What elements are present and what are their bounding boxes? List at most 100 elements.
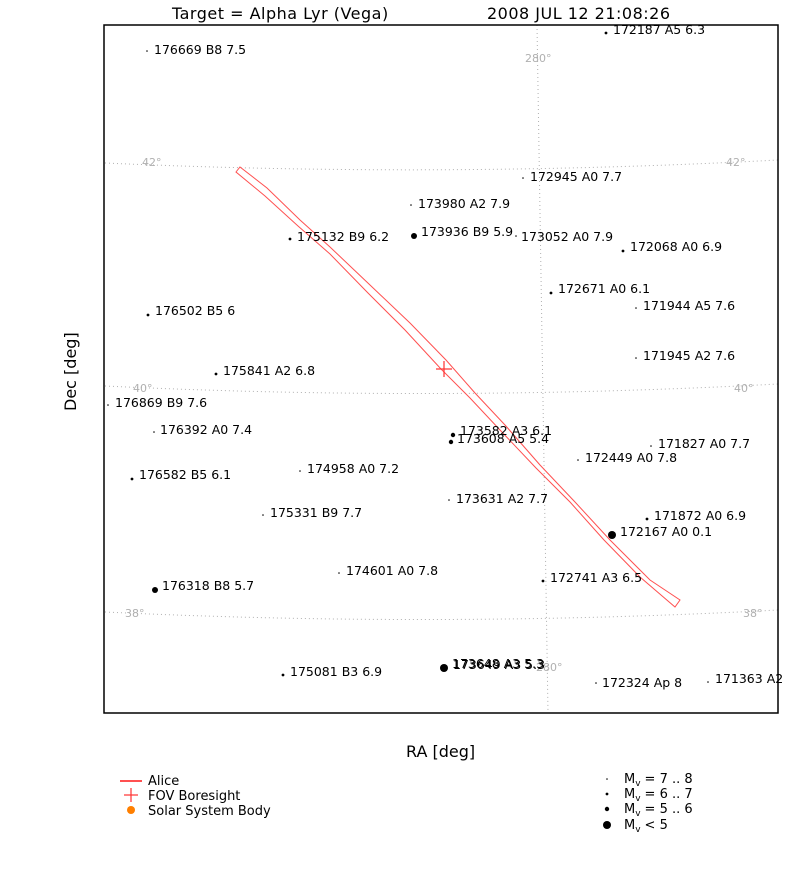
star-dot bbox=[410, 204, 412, 206]
star-dot bbox=[621, 249, 625, 253]
star-172324: 172324 Ap 8 bbox=[595, 675, 682, 690]
mag-symbol: M bbox=[624, 772, 635, 787]
star-171872: 171872 A0 6.9 bbox=[645, 508, 746, 523]
mag-symbol: M bbox=[624, 787, 635, 802]
star-173648: 173648 A3 5.3 bbox=[440, 656, 544, 672]
star-label: 173649 A3 5.3 bbox=[453, 657, 545, 672]
mag-lt-5-label: Mv < 5 bbox=[624, 818, 668, 835]
star-172945: 172945 A0 7.7 bbox=[522, 169, 622, 184]
star-dot bbox=[635, 357, 637, 359]
star-label: 176669 B8 7.5 bbox=[154, 42, 246, 57]
star-label: 171363 A2 bbox=[715, 671, 783, 686]
star-label: 173980 A2 7.9 bbox=[418, 196, 510, 211]
star-label: 173582 A3 6.1 bbox=[460, 423, 552, 438]
star-label: 172068 A0 6.9 bbox=[630, 239, 722, 254]
star-173631: 173631 A2 7.7 bbox=[448, 491, 548, 506]
mag-lt-5-dot bbox=[603, 821, 611, 829]
star-175081: 175081 B3 6.9 bbox=[281, 664, 382, 679]
star-label: 173052 A0 7.9 bbox=[521, 229, 613, 244]
star-label: 176869 B9 7.6 bbox=[115, 395, 207, 410]
stars: 176669 B8 7.5 172187 A5 6.3 172945 A0 7.… bbox=[107, 22, 783, 690]
star-label: 172671 A0 6.1 bbox=[558, 281, 650, 296]
star-label: 175841 A2 6.8 bbox=[223, 363, 315, 378]
dec-label-40-right: 40° bbox=[734, 382, 754, 395]
star-label: 171872 A0 6.9 bbox=[654, 508, 746, 523]
star-label: 171945 A2 7.6 bbox=[643, 348, 735, 363]
star-176869: 176869 B9 7.6 bbox=[107, 395, 207, 410]
star-174958: 174958 A0 7.2 bbox=[299, 461, 399, 476]
star-dot bbox=[153, 431, 155, 433]
star-dot bbox=[595, 682, 597, 684]
star-dot bbox=[262, 514, 264, 516]
star-176318: 176318 B8 5.7 bbox=[152, 578, 254, 593]
star-dot bbox=[541, 579, 545, 583]
ra-label-top: 280° bbox=[525, 52, 552, 65]
star-173936: 173936 B9 5.9 bbox=[411, 224, 513, 239]
star-label: 175331 B9 7.7 bbox=[270, 505, 362, 520]
star-label: 176582 B5 6.1 bbox=[139, 467, 231, 482]
mag-7-8-dot bbox=[606, 778, 608, 780]
star-dot bbox=[107, 404, 109, 406]
chart-datetime: 2008 JUL 12 21:08:26 bbox=[487, 4, 671, 23]
star-dot bbox=[411, 233, 417, 239]
star-label: 172741 A3 6.5 bbox=[550, 570, 642, 585]
star-dot bbox=[707, 681, 709, 683]
star-label: 173608 A5 5.4 bbox=[457, 431, 549, 446]
star-dot bbox=[152, 587, 158, 593]
star-173980: 173980 A2 7.9 bbox=[410, 196, 510, 211]
star-dot bbox=[448, 439, 454, 445]
star-label: 173648 A3 5.3 bbox=[452, 656, 544, 671]
dec-label-42-left: 42° bbox=[142, 156, 162, 169]
x-axis-label: RA [deg] bbox=[406, 742, 475, 761]
chart-target-title: Target = Alpha Lyr (Vega) bbox=[171, 4, 389, 23]
star-171827: 171827 A0 7.7 bbox=[650, 436, 750, 451]
star-dot bbox=[440, 664, 448, 672]
star-dot bbox=[288, 237, 292, 241]
star-dot bbox=[338, 572, 340, 574]
legend-left: Alice FOV Boresight Solar System Body bbox=[120, 774, 271, 819]
star-172449: 172449 A0 7.8 bbox=[577, 450, 677, 465]
dec-label-38-right: 38° bbox=[743, 607, 763, 620]
star-dot bbox=[515, 235, 517, 237]
ra-280-gridline bbox=[536, 24, 549, 714]
mag-sub: v bbox=[635, 794, 641, 804]
star-label: 172449 A0 7.8 bbox=[585, 450, 677, 465]
star-label: 176502 B5 6 bbox=[155, 303, 235, 318]
fov-legend-swatch bbox=[124, 788, 138, 802]
star-dot bbox=[577, 459, 579, 461]
mag-6-7-dot bbox=[605, 792, 609, 796]
star-dot bbox=[299, 470, 301, 472]
mag-sub: v bbox=[635, 825, 641, 835]
star-dot bbox=[146, 50, 148, 52]
star-label: 174958 A0 7.2 bbox=[307, 461, 399, 476]
star-172167: 172167 A0 0.1 bbox=[608, 524, 712, 539]
star-dot bbox=[450, 432, 456, 438]
dec-40-gridline bbox=[104, 383, 779, 395]
mag-6-7-label: Mv = 6 .. 7 bbox=[624, 787, 693, 804]
mag-range: < 5 bbox=[645, 818, 668, 833]
star-172671: 172671 A0 6.1 bbox=[549, 281, 650, 296]
star-dot bbox=[146, 313, 150, 317]
mag-range: = 7 .. 8 bbox=[645, 772, 693, 787]
star-173582: 173582 A3 6.1 bbox=[450, 423, 552, 438]
star-175132: 175132 B9 6.2 bbox=[288, 229, 389, 244]
star-dot bbox=[448, 499, 450, 501]
dec-38-gridline bbox=[104, 609, 779, 621]
star-172741: 172741 A3 6.5 bbox=[541, 570, 642, 585]
dec-42-gridline bbox=[104, 159, 779, 171]
dec-label-38-left: 38° bbox=[125, 607, 145, 620]
star-label: 172324 Ap 8 bbox=[602, 675, 682, 690]
fov-boresight-marker bbox=[436, 361, 452, 377]
star-173052: 173052 A0 7.9 bbox=[515, 229, 613, 244]
grid-labels: 280° 280° 42° 42° 40° 40° 38° 38° bbox=[125, 52, 763, 674]
star-172068: 172068 A0 6.9 bbox=[621, 239, 722, 254]
star-label: 174601 A0 7.8 bbox=[346, 563, 438, 578]
mag-symbol: M bbox=[624, 818, 635, 833]
star-label: 176318 B8 5.7 bbox=[162, 578, 254, 593]
dec-label-42-right: 42° bbox=[726, 156, 746, 169]
mag-sub: v bbox=[635, 809, 641, 819]
star-171363: 171363 A2 bbox=[707, 671, 783, 686]
star-171945: 171945 A2 7.6 bbox=[635, 348, 735, 363]
star-176669: 176669 B8 7.5 bbox=[146, 42, 246, 57]
